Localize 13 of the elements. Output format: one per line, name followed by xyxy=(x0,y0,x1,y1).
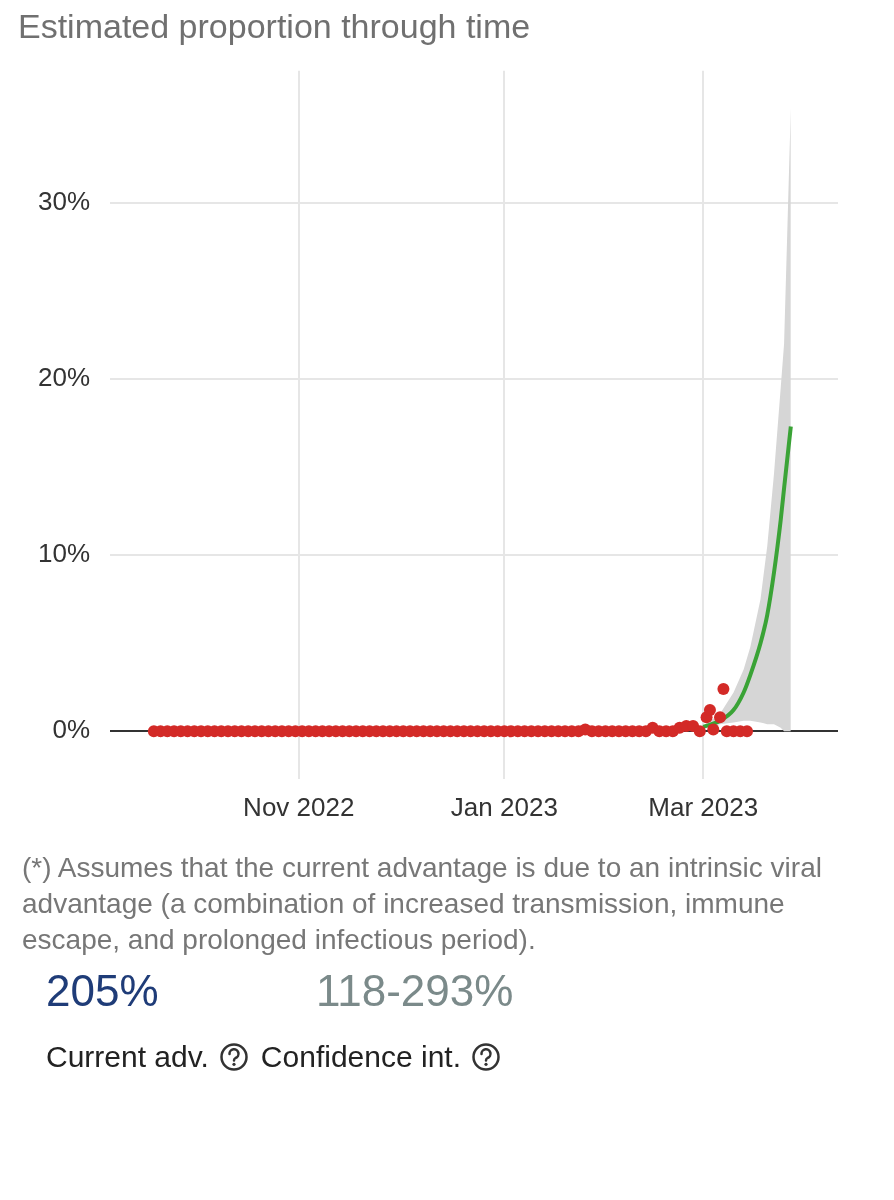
y-tick-label: 20% xyxy=(37,362,91,393)
y-tick-label: 10% xyxy=(37,538,91,569)
text: (*) Assumes that the current advantage is due to an intrinsic viral advantage (a combination of increased transmission, immune escape, and prolonged infectious period). xyxy=(22,851,823,957)
text: 205% xyxy=(46,966,160,1016)
text: Confidence int. xyxy=(260,1040,461,1074)
text: Current adv. xyxy=(46,1040,209,1074)
x-tick-label: Nov 2022 xyxy=(243,791,355,822)
chart-title: Estimated proportion through time xyxy=(18,6,531,45)
x-tick-label: Mar 2023 xyxy=(648,791,759,822)
x-tick-label: Jan 2023 xyxy=(450,791,558,822)
y-tick-label: 30% xyxy=(37,186,91,217)
y-tick-label: 0% xyxy=(52,714,91,745)
text: 118-293% xyxy=(316,966,515,1016)
